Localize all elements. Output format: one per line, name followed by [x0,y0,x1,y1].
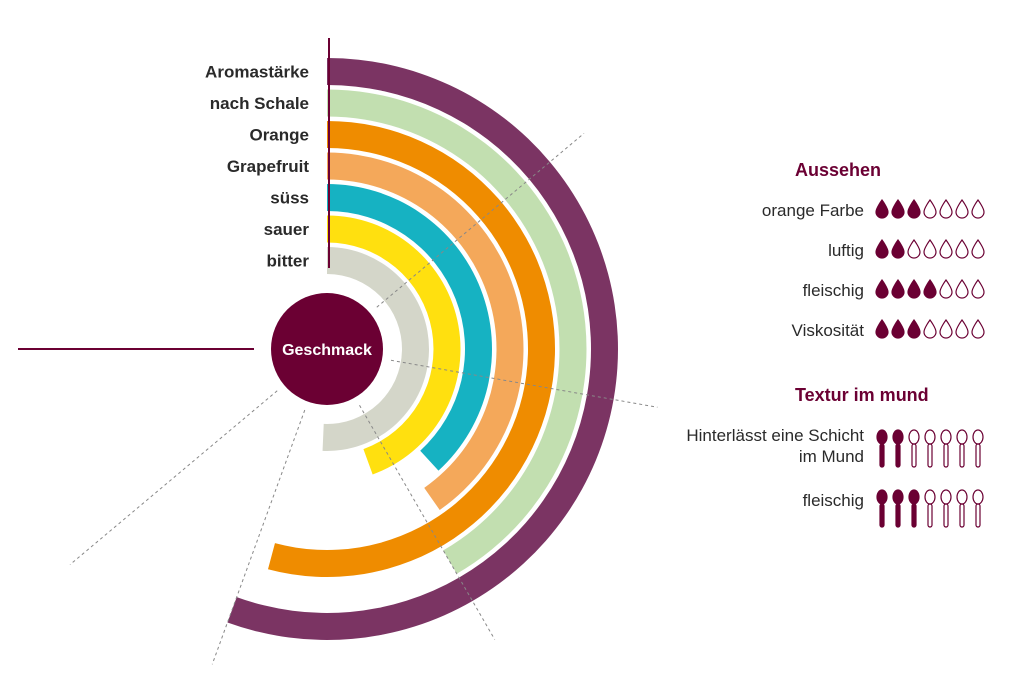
rating-icons [875,279,987,303]
ring-bitter [322,247,429,451]
aussehen-row: luftig [690,235,990,265]
drop-icon [923,239,937,259]
drop-icon [891,199,905,219]
ring-label: nach Schale [210,94,309,113]
spoon-icon [972,429,984,468]
spoon-icon [908,489,920,528]
attribute-label: Viskosität [791,321,864,340]
spoon-icon [956,489,968,528]
aussehen-row: fleischig [690,275,990,305]
rating-icons [875,199,987,223]
spoon-icon [908,429,920,468]
textur-row: Hinterlässt eine Schicht im Mund [686,425,990,468]
drop-icon [955,199,969,219]
center-circle [271,293,383,405]
attribute-label: luftig [828,241,864,260]
ring-label: bitter [267,252,310,271]
radial-chart: Aromastärke nach Schale Orange Grapefruit sü… [18,38,658,665]
drop-icon [891,239,905,259]
ring-label: Aromastärke [205,63,309,82]
spoon-icon [972,489,984,528]
aussehen-row: Viskosität [690,315,990,345]
drop-icon [923,319,937,339]
drop-icon [971,279,985,299]
spoon-icon [876,489,888,528]
ring-süss [327,184,492,471]
rating-icons [875,429,987,468]
drop-icon [907,239,921,259]
ring-sauer [327,215,461,475]
guide-line [69,390,278,566]
textur-row: fleischig [690,485,990,528]
arc-group [227,58,618,640]
rating-icons [875,319,987,343]
drop-icon [923,199,937,219]
center-label: Geschmack [282,342,372,359]
drop-icon [971,319,985,339]
drop-icon [907,319,921,339]
spoon-icon [940,489,952,528]
row-label-group: Aromastärke nach Schale Orange Grapefruit sü… [205,63,309,271]
drop-icon [923,279,937,299]
spoon-icon [924,489,936,528]
ring-grapefruit [327,152,524,510]
attribute-label: fleischig [802,281,864,300]
attribute-label: Hinterlässt eine Schicht im Mund [686,426,864,466]
drop-icon [939,239,953,259]
drop-icon [971,239,985,259]
ring-nach-schale [327,89,587,574]
attribute-label: fleischig [802,491,864,510]
ring-label: sauer [264,220,310,239]
drop-icon [907,199,921,219]
drop-icon [891,279,905,299]
attribute-label: orange Farbe [761,201,864,220]
ring-label: Grapefruit [227,157,310,176]
aussehen-title: Aussehen [795,160,882,180]
spoon-icon [892,489,904,528]
spoon-icon [956,429,968,468]
rating-icons [875,489,987,528]
spoon-icon [876,429,888,468]
drop-icon [875,319,889,339]
drop-icon [907,279,921,299]
drop-icon [939,199,953,219]
spoon-icon [940,429,952,468]
drop-icon [955,319,969,339]
drop-icon [875,199,889,219]
rating-icons [875,239,987,263]
drop-icon [875,279,889,299]
drop-icon [955,239,969,259]
drop-icon [939,279,953,299]
ring-label: süss [270,189,309,208]
ring-label: Orange [249,126,309,145]
textur-title: Textur im mund [795,385,929,405]
aussehen-row: orange Farbe [690,195,990,225]
spoon-icon [892,429,904,468]
spoon-icon [924,429,936,468]
drop-icon [891,319,905,339]
drop-icon [971,199,985,219]
drop-icon [939,319,953,339]
drop-icon [955,279,969,299]
drop-icon [875,239,889,259]
